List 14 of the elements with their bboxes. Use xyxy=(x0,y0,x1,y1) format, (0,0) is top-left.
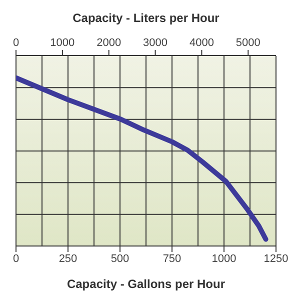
x2-tick-label: 3000 xyxy=(143,37,168,49)
x-axis-title: Capacity - Gallons per Hour xyxy=(66,277,226,291)
x2-tick-label: 4000 xyxy=(189,37,214,49)
x2-tick-label: 2000 xyxy=(96,37,122,49)
x-tick-label: 250 xyxy=(58,252,78,265)
x-tick-label: 0 xyxy=(12,252,20,265)
x2-tick-label: 5000 xyxy=(236,37,260,49)
x2-tick-label: 0 xyxy=(12,37,20,49)
x-tick-label: 500 xyxy=(110,252,130,265)
x-tick-label: 1250 xyxy=(264,252,288,265)
x-tick-label: 1000 xyxy=(212,252,236,265)
x2-axis-title: Capacity - Liters per Hour xyxy=(72,11,220,25)
x2-tick-label: 1000 xyxy=(50,37,75,49)
x-tick-label: 750 xyxy=(162,252,182,265)
